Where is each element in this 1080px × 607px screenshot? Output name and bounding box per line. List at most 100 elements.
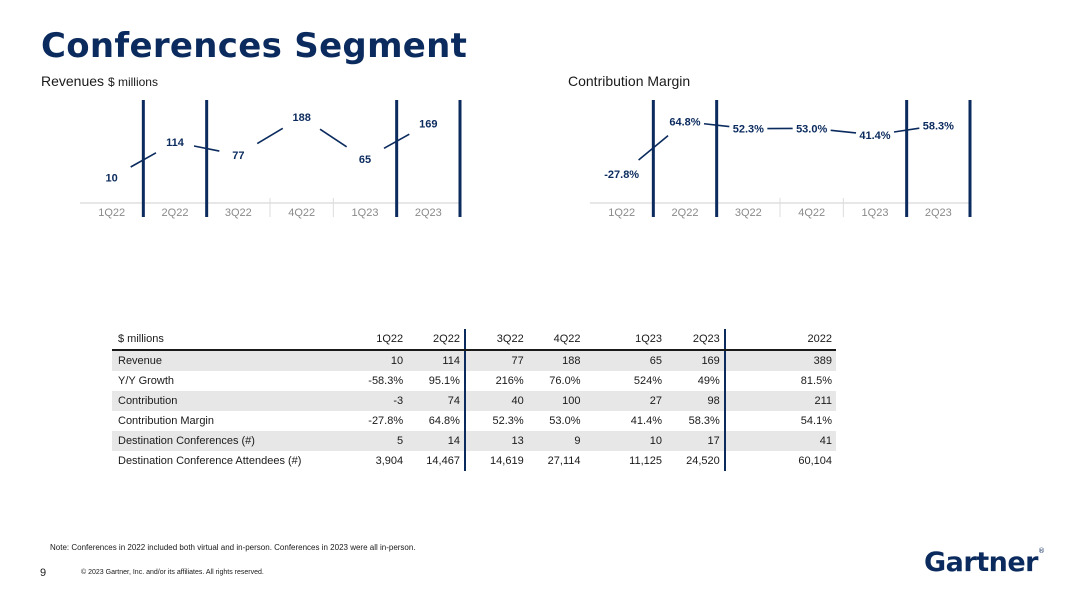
logo-mark: ®	[1037, 547, 1045, 555]
revenue-tick-label: 1Q23	[352, 207, 379, 219]
table-cell: Contribution Margin	[118, 415, 214, 427]
cm-tick-label: 2Q23	[925, 207, 952, 219]
table-header: 1Q23	[584, 329, 666, 351]
revenue-data-label: 65	[359, 154, 371, 166]
table-cell: 100	[527, 391, 585, 411]
table-header-row: $ millions 1Q22 2Q22 3Q22 4Q22 1Q23 2Q23…	[112, 329, 836, 351]
revenue-title-text: Revenues	[41, 73, 105, 89]
table-cell: 3,904	[375, 455, 404, 467]
table-cell: 216%	[495, 375, 524, 387]
logo-text: Gartner	[924, 547, 1038, 578]
table-header: 3Q22	[464, 329, 528, 351]
revenue-data-label: 77	[232, 150, 244, 162]
table-cell: 389	[724, 350, 836, 371]
revenue-tick-label: 4Q22	[288, 207, 315, 219]
table-cell: 74	[407, 391, 466, 411]
revenue-series-line	[383, 133, 410, 149]
table-cell: 10	[584, 431, 666, 451]
table-row: Destination Conference Attendees (#) 3,9…	[112, 451, 836, 471]
revenue-series-line	[193, 145, 220, 152]
revenue-chart-title: Revenues $ millions	[41, 73, 158, 89]
table-cell: 11,125	[629, 455, 662, 467]
table-cell: 77	[464, 350, 528, 371]
cm-tick-label: 3Q22	[735, 207, 762, 219]
cm-tick-label: 4Q22	[798, 207, 825, 219]
cm-data-label: 52.3%	[733, 124, 764, 136]
table-cell: 98	[666, 391, 726, 411]
table-row: Destination Conferences (#) 5 14 13 9 10…	[112, 431, 836, 451]
table-row: Contribution -3 74 40 100 27 98 211	[112, 391, 836, 411]
table-header: 1Q22	[364, 329, 408, 351]
table-header: 2Q23	[666, 329, 726, 351]
table-cell: 49%	[666, 371, 726, 391]
page-number: 9	[40, 567, 47, 579]
table-header: 2Q22	[407, 329, 466, 351]
cm-data-label: 58.3%	[923, 120, 954, 132]
table-header: $ millions	[112, 329, 365, 351]
table-cell: Revenue	[112, 350, 365, 371]
cm-data-label: 53.0%	[796, 123, 827, 135]
table-cell: 524%	[633, 375, 662, 387]
table-cell: 65	[584, 350, 666, 371]
table-cell: 14,619	[490, 455, 524, 467]
table-cell: Contribution	[112, 391, 365, 411]
table-cell: 24,520	[666, 451, 726, 471]
copyright: © 2023 Gartner, Inc. and/or its affiliat…	[81, 569, 264, 576]
table-cell: 54.1%	[800, 415, 832, 427]
contribution-margin-chart: -27.8% 64.8% 52.3% 53.0% 41.4% 58.3% 1Q22 2Q22 3…	[590, 100, 972, 219]
cm-chart-title: Contribution Margin	[568, 73, 691, 89]
table-cell: 58.3%	[666, 411, 726, 431]
table-cell: 76.0%	[549, 375, 581, 387]
revenue-tick-label: 2Q23	[415, 207, 442, 219]
revenue-chart: 10 114 77 188 65 169 1Q22 2Q22 3Q22 4Q22 1Q23 2Q23	[80, 100, 462, 219]
revenue-unit-text: $ millions	[107, 75, 158, 89]
table-cell: 27,114	[547, 455, 581, 467]
revenue-series-line	[130, 152, 157, 168]
table-header: 4Q22	[527, 329, 585, 351]
table-cell: 14	[407, 431, 466, 451]
cm-series-line	[830, 129, 857, 134]
table-header: 2022	[724, 329, 836, 351]
revenue-series-line	[256, 127, 284, 145]
footnote: Note: Conferences in 2022 included both …	[50, 543, 416, 552]
revenue-tick-label: 2Q22	[162, 207, 189, 219]
table-cell: Destination Conferences (#)	[112, 431, 365, 451]
table-cell: 41.4%	[630, 415, 662, 427]
table-cell: -27.8%	[368, 415, 404, 427]
table-cell: 5	[364, 431, 408, 451]
table-cell: 53.0%	[549, 415, 581, 427]
table-cell: 114	[407, 350, 466, 371]
cm-tick-label: 1Q23	[862, 207, 889, 219]
table-cell: 52.3%	[492, 415, 524, 427]
table-cell: 9	[527, 431, 585, 451]
table-cell: 95.1%	[407, 371, 466, 391]
table-cell: 17	[666, 431, 726, 451]
table-cell: -3	[364, 391, 408, 411]
table-cell: 211	[724, 391, 836, 411]
table-cell: 41	[724, 431, 836, 451]
table-cell: 64.8%	[407, 411, 466, 431]
table-cell: Destination Conference Attendees (#)	[118, 455, 302, 467]
table-cell: 169	[666, 350, 726, 371]
table-cell: 27	[584, 391, 666, 411]
cm-data-label: 41.4%	[859, 130, 890, 142]
table-cell: 81.5%	[800, 375, 832, 387]
cm-series-line	[893, 127, 920, 133]
cm-series-line	[638, 135, 669, 161]
cm-data-label: 64.8%	[669, 117, 700, 129]
cm-tick-label: 1Q22	[608, 207, 635, 219]
table-cell: 10	[364, 350, 408, 371]
table-cell: 188	[527, 350, 585, 371]
revenue-data-label: 114	[166, 137, 185, 149]
cm-data-label: -27.8%	[604, 169, 639, 181]
revenue-data-label: 188	[292, 112, 310, 124]
table-row: Contribution Margin -27.8% 64.8% 52.3% 5…	[112, 411, 836, 431]
page-title: Conferences Segment	[41, 26, 468, 66]
table-cell: -58.3%	[368, 375, 404, 387]
table-row: Y/Y Growth -58.3% 95.1% 216% 76.0% 524% …	[112, 371, 836, 391]
revenue-tick-label: 1Q22	[98, 207, 125, 219]
table-cell: Y/Y Growth	[118, 375, 175, 387]
gartner-logo: Gartner®	[924, 547, 1045, 578]
financials-table: $ millions 1Q22 2Q22 3Q22 4Q22 1Q23 2Q23…	[112, 329, 836, 471]
revenue-series-line	[319, 128, 348, 148]
